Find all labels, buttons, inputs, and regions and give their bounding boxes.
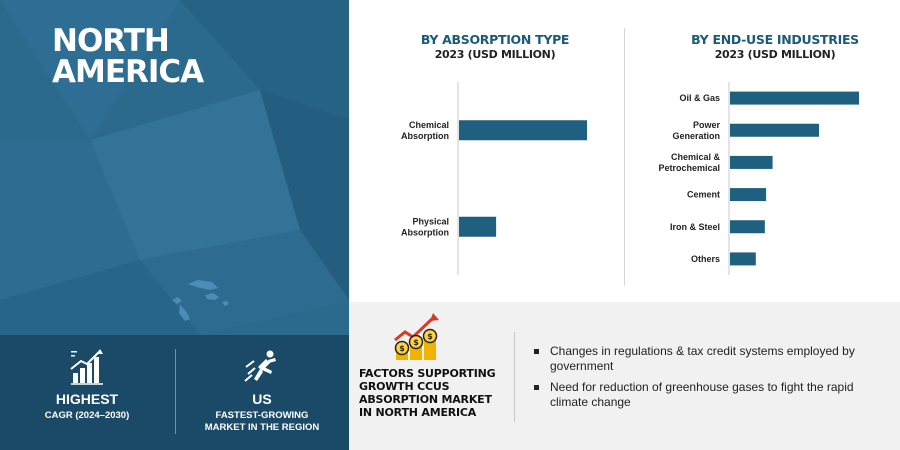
chart2-category-label: Others xyxy=(691,254,720,264)
chart2-subtitle: 2023 (USD MILLION) xyxy=(714,48,836,61)
bullet-icon xyxy=(534,349,539,354)
chart2-category-label: Iron & Steel xyxy=(670,222,720,232)
chart2-bar xyxy=(730,188,767,202)
chart2-bar xyxy=(730,91,859,105)
factors-divider xyxy=(514,332,515,422)
chart2-bar xyxy=(730,155,773,169)
factor-item: Changes in regulations & tax credit syst… xyxy=(534,344,874,374)
chart2-bar xyxy=(730,123,820,137)
chart1-title: BY ABSORPTION TYPE xyxy=(420,32,570,47)
chart1-category-label: Chemical Absorption xyxy=(401,120,449,141)
caribbean-map-icon xyxy=(172,280,229,321)
chart2-category-label: Cement xyxy=(687,190,720,200)
chart1-bar xyxy=(459,216,497,237)
stat-value: US xyxy=(252,391,272,407)
factors-title: FACTORS SUPPORTING GROWTH CCUS ABSORPTIO… xyxy=(359,367,496,419)
bar-growth-icon xyxy=(70,349,103,385)
chart2-bar xyxy=(730,220,765,234)
coins-growth-icon: $ $ $ xyxy=(394,313,439,360)
factor-text: Changes in regulations & tax credit syst… xyxy=(550,344,855,373)
bullet-icon xyxy=(534,385,539,390)
stat-value: HIGHEST xyxy=(55,391,119,407)
stat-divider xyxy=(175,349,176,434)
chart2-title: BY END-USE INDUSTRIES xyxy=(691,32,859,47)
factors-panel: $ $ $ FACTORS SUPPORTING GROWTH CCUS ABS… xyxy=(349,302,900,450)
chart2-bar xyxy=(730,252,756,266)
chart1-bar xyxy=(459,120,587,141)
svg-text:$: $ xyxy=(413,338,419,347)
chart2-category-label: Oil & Gas xyxy=(679,93,720,103)
factor-item: Need for reduction of greenhouse gases t… xyxy=(534,380,874,410)
background-pattern xyxy=(0,0,349,335)
chart-divider xyxy=(624,28,625,286)
stat-label: CAGR (2024–2030) xyxy=(44,410,130,421)
chart1-category-label: Physical Absorption xyxy=(401,216,449,237)
charts-canvas: Chemical Absorption Physical Absorption Oil … xyxy=(401,82,859,275)
stat-highest-cagr: HIGHEST CAGR (2024–2030) xyxy=(0,335,174,450)
stat-label: FASTEST-GROWING MARKET IN THE REGION xyxy=(204,410,320,433)
stat-fastest-growing: US FASTEST-GROWING MARKET IN THE REGION xyxy=(175,335,349,450)
factor-text: Need for reduction of greenhouse gases t… xyxy=(550,380,854,409)
stats-band: HIGHEST CAGR (2024–2030) US FASTEST-GROW… xyxy=(0,335,349,450)
region-title: NORTH AMERICA xyxy=(52,23,204,90)
chart1-subtitle: 2023 (USD MILLION) xyxy=(434,48,556,61)
chart2-category-label: Chemical & Petrochemical xyxy=(658,152,720,173)
chart2-category-label: Power Generation xyxy=(672,120,720,141)
svg-text:$: $ xyxy=(427,332,433,341)
svg-text:$: $ xyxy=(399,344,405,353)
rocket-runner-icon xyxy=(244,350,276,382)
region-panel: NORTH AMERICA HIGHEST CAGR (2024–2030) xyxy=(0,0,349,450)
factors-list: Changes in regulations & tax credit syst… xyxy=(534,344,874,416)
